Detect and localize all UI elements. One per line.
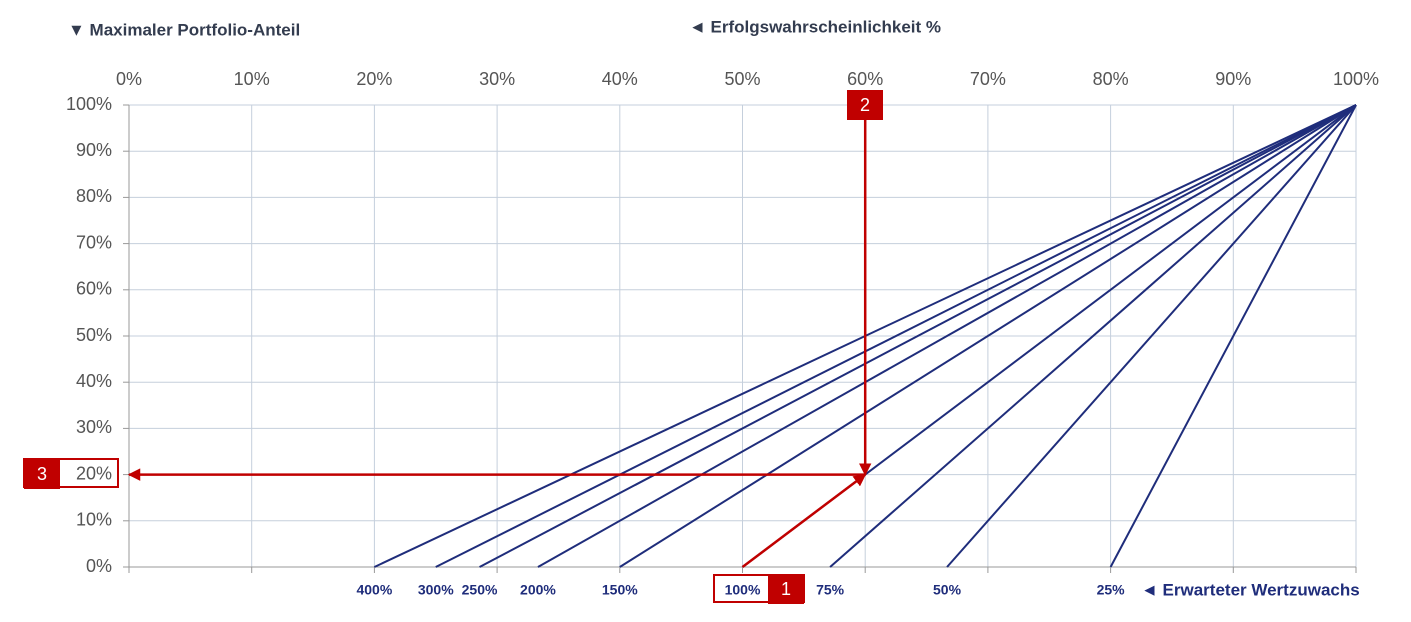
x-tick-label: 70%: [970, 69, 1006, 89]
series-line: [946, 104, 1357, 568]
annotation-arrow: [741, 473, 867, 568]
annotation-badge: [847, 90, 883, 120]
y-tick-label: 50%: [76, 325, 112, 345]
y-tick-label: 10%: [76, 510, 112, 530]
chart-title: ◄ Erfolgswahrscheinlichkeit %: [689, 17, 941, 36]
x-tick-label: 30%: [479, 69, 515, 89]
x-tick-label: 100%: [1333, 69, 1379, 89]
series-line: [1109, 104, 1357, 568]
x-tick-label: 10%: [234, 69, 270, 89]
annotation-label: 2: [860, 95, 870, 115]
x-tick-label: 0%: [116, 69, 142, 89]
x-tick-label: 50%: [724, 69, 760, 89]
x-tick-label: 80%: [1093, 69, 1129, 89]
highlight-box: [713, 574, 805, 603]
annotation-badge: [24, 459, 60, 489]
series-label: 300%: [418, 582, 454, 598]
series-label: 200%: [520, 582, 556, 598]
y-tick-label: 30%: [76, 417, 112, 437]
y-tick-label: 60%: [76, 279, 112, 299]
series-label: 150%: [602, 582, 638, 598]
series-label: 400%: [356, 582, 392, 598]
series-label: 100%: [725, 582, 761, 598]
y-axis-label: ▼ Maximaler Portfolio-Anteil: [68, 20, 300, 39]
series-label: 50%: [933, 582, 962, 598]
y-tick-label: 0%: [86, 556, 112, 576]
y-tick-label: 70%: [76, 232, 112, 252]
series-line: [537, 104, 1357, 568]
y-tick-label: 100%: [66, 94, 112, 114]
series-line: [619, 104, 1357, 568]
y-tick-label: 40%: [76, 371, 112, 391]
y-tick-label: 90%: [76, 140, 112, 160]
y-tick-label: 80%: [76, 186, 112, 206]
annotation-label: 1: [781, 579, 791, 599]
series-line: [479, 104, 1357, 568]
y-tick-label: 20%: [76, 463, 112, 483]
x-tick-label: 60%: [847, 69, 883, 89]
highlight-box: [23, 458, 119, 488]
x-tick-label: 90%: [1215, 69, 1251, 89]
annotation-label: 3: [37, 464, 47, 484]
series-label: 75%: [816, 582, 845, 598]
annotation-badge: [768, 574, 804, 604]
series-line: [829, 104, 1357, 568]
series-line: [435, 104, 1357, 568]
series-label: 25%: [1097, 582, 1126, 598]
x-tick-label: 20%: [356, 69, 392, 89]
series-axis-label: ◄ Erwarteter Wertzuwachs: [1141, 580, 1360, 599]
series-label: 250%: [462, 582, 498, 598]
x-tick-label: 40%: [602, 69, 638, 89]
